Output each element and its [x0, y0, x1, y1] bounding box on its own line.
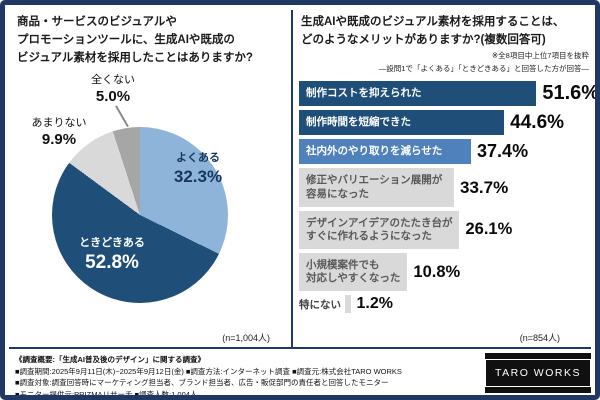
bar-row: 制作時間を短縮できた 44.6% [299, 110, 595, 136]
survey-overview-line: ■モニター提供元:PRIZMAリサーチ ■調査人数:1,004人 [15, 389, 198, 399]
bar-segment: 制作コストを抑えられた [299, 81, 537, 107]
pie-sample-size: (n=1,004人) [222, 333, 270, 343]
bar-value: 37.4% [477, 141, 529, 162]
survey-overview-line: ■調査対象:調査回答時にマーケティング担当者、ブランド担当者、広告・販促部門の責… [15, 378, 389, 388]
bar-segment: デザインアイデアのたたき台が すぐに作れるようになった [299, 210, 460, 249]
right-notes: ※全8項目中上位7項目を抜粋 ―設問1で「よくある」「ときどきある」と回答した方… [301, 50, 589, 76]
pie-label-3: 全くない 5.0% [91, 74, 135, 105]
bar-row: デザインアイデアのたたき台が すぐに作れるようになった 26.1% [299, 210, 595, 249]
right-question-title: 生成AIや既成のビジュアル素材を採用することは、 どのようなメリットがありますか… [301, 16, 565, 46]
bar-row: 社内外のやり取りを減らせた 37.4% [299, 139, 595, 165]
bar-segment: 制作時間を短縮できた [299, 110, 505, 136]
vertical-divider [291, 10, 293, 347]
bar-row: 制作コストを抑えられた 51.6% [299, 81, 600, 107]
horizontal-divider [9, 347, 591, 349]
bar-row: 特にない 1.2% [299, 295, 595, 314]
bar-segment: 小規模案件でも 対応しやすくなった [299, 252, 408, 292]
pie-chart [52, 127, 228, 303]
bar-sample-size: (n=854人) [519, 333, 560, 343]
pie-leader-line [115, 105, 129, 128]
bar-segment: 修正やバリエーション展開が 容易になった [299, 168, 455, 207]
taro-works-logo: TARO WORKS [485, 353, 591, 393]
survey-overview-line: ■調査期間:2025年9月11日(木)~2025年9月12日(金) ■調査方法:… [15, 366, 402, 376]
note-top-excerpt: ※全8項目中上位7項目を抜粋 [491, 51, 589, 60]
left-question-title: 商品・サービスのビジュアルや プロモーションツールに、生成AIや既成の ビジュア… [17, 16, 253, 64]
bar-label: 特にない [299, 298, 341, 311]
bar-value: 26.1% [465, 220, 513, 239]
bar-value: 33.7% [460, 177, 509, 197]
bar-value: 44.6% [510, 111, 565, 133]
note-respondent-filter: ―設問1で「よくある」「ときどきある」と回答した方が回答― [378, 63, 589, 73]
bar-chart: 制作コストを抑えられた 51.6% 制作時間を短縮できた 44.6% 社内外のやり取りを… [299, 81, 600, 314]
logo-text: TARO WORKS [485, 359, 591, 387]
bar-row: 小規模案件でも 対応しやすくなった 10.8% [299, 252, 595, 292]
survey-overview-heading: 《調査概要:「生成AI普及後のデザイン」に関する調査》 [15, 355, 205, 364]
bar-value: 1.2% [356, 295, 393, 313]
survey-overview: 《調査概要:「生成AI普及後のデザイン」に関する調査》 ■調査期間:2025年9… [15, 354, 481, 399]
bar-value: 51.6% [542, 82, 600, 105]
bar-segment [345, 295, 351, 314]
bar-segment: 社内外のやり取りを減らせた [299, 139, 472, 165]
bar-value: 10.8% [413, 262, 461, 281]
bar-row: 修正やバリエーション展開が 容易になった 33.7% [299, 168, 595, 207]
